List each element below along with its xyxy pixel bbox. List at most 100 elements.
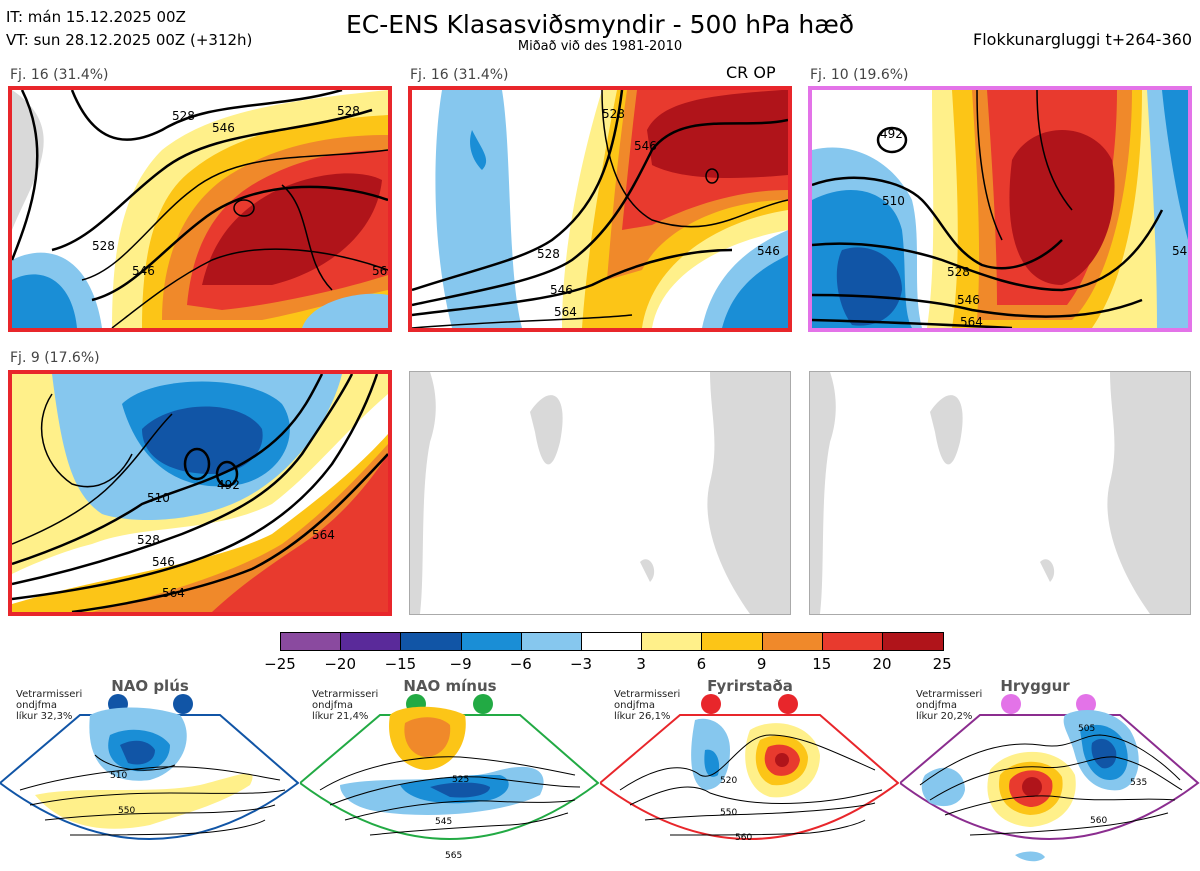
colorbar-tick-label: −20 [324,655,357,673]
empty-map-panel-6 [809,371,1191,615]
base-map-5 [410,372,790,614]
contour-label: 560 [735,833,752,843]
regime-prob-line: ondjfma [312,700,353,711]
colorbar-segment [341,633,402,650]
colorbar-segment [461,633,522,650]
colorbar-tick-label: −9 [449,655,472,673]
cluster-map-panel-3: 510 528 546 564 546 492 [808,86,1192,332]
colorbar-tick-label: −6 [509,655,532,673]
panel-1-label: Fj. 16 (31.4%) [10,67,109,83]
contour-label: 564 [960,315,983,328]
contour-label: 545 [435,817,452,827]
colorbar-segment [882,633,944,650]
contour-label: 550 [118,806,135,816]
contour-label: 528 [947,265,970,279]
regime-prob-line: Vetrarmisseri [614,689,681,700]
contour-label: 535 [1130,778,1147,788]
contour-label: 546 [152,555,175,569]
contour-label: 546 [1172,244,1188,258]
regime-ridge: Vetrarmisseri ondjfma líkur 20,2% Hryggu… [900,675,1200,871]
colorbar-segment [822,633,883,650]
colorbar-tick-label: 15 [812,655,832,673]
regime-dot [173,694,193,714]
contour-label: 520 [720,776,737,786]
panel-4-label: Fj. 9 (17.6%) [10,350,100,366]
page-title: EC-ENS Klasasviðsmyndir - 500 hPa hæð [345,10,855,39]
regime-dot [701,694,721,714]
classification-window: Flokkunargluggi t+264-360 [973,30,1192,49]
contour-label: 492 [880,127,903,141]
contour-label: 56 [372,264,387,278]
regime-prob-line: ondjfma [16,700,57,711]
empty-map-panel-5 [409,371,791,615]
colorbar-tick-label: 25 [932,655,952,673]
colorbar-tick-label: 3 [636,655,646,673]
regime-nao-minus: Vetrarmisseri ondjfma líkur 21,4% NAO mí… [300,675,600,871]
contour-label: 510 [110,771,127,781]
contour-label: 510 [147,491,170,505]
contour-label: 564 [554,305,577,319]
contour-label: 546 [212,121,235,135]
colorbar-segment [642,633,703,650]
contour-label: 525 [452,775,469,785]
contour-label: 505 [1078,724,1095,734]
regime-prob-line: líkur 32,3% [16,711,73,722]
cluster-map-panel-1: 528 546 528 546 528 56 [8,86,392,332]
contour-label: 546 [132,264,155,278]
contour-label: 528 [602,107,625,121]
colorbar-tick-label: 20 [872,655,892,673]
colorbar-segment [281,633,342,650]
cluster-map-1: 528 546 528 546 528 56 [12,90,388,328]
colorbar-tick-label: −15 [384,655,417,673]
contour-label: 546 [634,139,657,153]
regime-nao-plus: Vetrarmisseri ondjfma líkur 32,3% NAO pl… [0,675,300,871]
regime-dot [1001,694,1021,714]
contour-label: 546 [757,244,780,258]
cluster-map-4: 510 528 546 564 564 492 [12,374,388,612]
cluster-map-2: 528 546 564 528 546 546 [412,90,788,328]
regime-prob-line: líkur 21,4% [312,711,369,722]
colorbar-tick-label: 9 [756,655,767,673]
contour-label: 528 [92,239,115,253]
regime-blocking: Vetrarmisseri ondjfma líkur 26,1% Fyrirs… [600,675,900,871]
regime-name: NAO mínus [403,677,497,695]
regime-prob-line: Vetrarmisseri [312,689,379,700]
contour-label: 528 [537,247,560,261]
regime-prob-line: Vetrarmisseri [16,689,83,700]
panel-3-label: Fj. 10 (19.6%) [810,67,909,83]
colorbar-segment [762,633,823,650]
colorbar-segment [521,633,582,650]
regime-prob-line: ondjfma [614,700,655,711]
contour-label: 564 [162,586,185,600]
colorbar-tick-label: 6 [696,655,707,673]
contour-label: 546 [957,293,980,307]
valid-time: VT: sun 28.12.2025 00Z (+312h) [6,31,253,49]
contour-label: 565 [445,851,462,861]
cluster-map-3: 510 528 546 564 546 492 [812,90,1188,328]
contour-label: 550 [720,808,737,818]
contour-label: 492 [217,478,240,492]
regime-dot [473,694,493,714]
contour-label: 528 [337,104,360,118]
colorbar-tick-label: −25 [264,655,296,673]
cluster-map-panel-2: 528 546 564 528 546 546 [408,86,792,332]
regime-prob-line: líkur 26,1% [614,711,671,722]
contour-label: 528 [137,533,160,547]
anomaly-colorbar [280,632,945,651]
colorbar-segment [581,633,643,650]
contour-label: 546 [550,283,573,297]
base-map-6 [810,372,1190,614]
contour-label: 564 [312,528,335,542]
regime-name: NAO plús [111,677,189,695]
cluster-map-panel-4: 510 528 546 564 564 492 [8,370,392,616]
regime-dot [778,694,798,714]
regime-prob-line: líkur 20,2% [916,711,973,722]
regime-prob-line: ondjfma [916,700,957,711]
control-run-badge: CR OP [726,63,776,82]
regime-dot [1076,694,1096,714]
panel-2-label: Fj. 16 (31.4%) [410,67,509,83]
colorbar-tick-label: −3 [569,655,593,673]
regime-name: Fyrirstaða [707,677,793,695]
contour-label: 528 [172,109,195,123]
colorbar-segment [401,633,462,650]
